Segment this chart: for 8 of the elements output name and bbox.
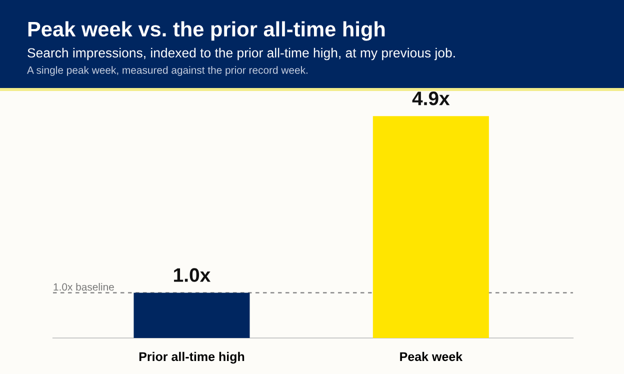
x-tick-label: Prior all-time high — [139, 352, 244, 364]
text: A single peak week, measured against the prior record week. — [27, 66, 308, 76]
data-label: 4.9x — [412, 92, 450, 106]
chart-subtitle: Search impressions, indexed to the prior all-time high, at my previous job. — [28, 48, 455, 60]
x-tick-label: Peak week — [400, 352, 463, 362]
chart-title: Peak week vs. the prior all-time high — [28, 21, 385, 41]
ref-line-label: 1.0x baseline — [54, 283, 114, 291]
data-label: 1.0x — [174, 268, 211, 282]
